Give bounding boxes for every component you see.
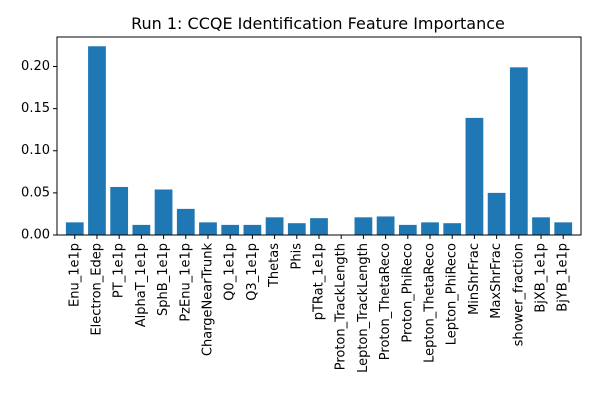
bar-Thetas [265,217,284,235]
x-tick-label: Phis [289,243,304,270]
bar-shower_fraction [509,67,528,235]
x-tick-label: SphB_1e1p [156,243,171,316]
x-tick-label: Proton_ThetaReco [378,243,393,360]
bar-BjXB_1e1p [532,217,550,235]
bar-Q3_1e1p [243,224,262,235]
x-tick-label: MinShrFrac [467,243,482,315]
bar-SphB_1e1p [154,189,173,235]
y-tick-label: 0.05 [21,185,50,200]
y-tick-label: 0.15 [21,101,50,116]
bar-MaxShrFrac [487,192,506,235]
bar-Enu_1e1p [65,222,84,235]
bar-PT_1e1p [110,186,129,235]
bar-Proton_PhiReco [398,224,417,235]
y-axis: 0.00 0.05 0.10 0.15 0.20 [21,59,57,243]
bar-ChargeNearTrunk [199,222,217,235]
bar-Q0_1e1p [221,224,240,235]
x-tick-label: Electron_Edep [89,243,104,336]
x-tick-label: Thetas [267,243,282,288]
bar-AlphaT_1e1p [132,224,151,235]
x-tick-label: pTRat_1e1p [312,243,327,320]
x-tick-label: BjXB_1e1p [534,243,549,313]
bar-MinShrFrac [465,117,484,235]
x-tick-label: MaxShrFrac [489,243,504,319]
y-tick-label: 0.00 [21,228,50,243]
x-tick-label: BjYB_1e1p [556,243,571,312]
bar-Electron_Edep [88,46,106,235]
bar-BjYB_1e1p [554,222,573,235]
x-tick-label: Proton_TrackLength [334,243,349,370]
bar-Proton_ThetaReco [376,216,395,235]
x-tick-label: Lepton_TrackLength [356,243,371,373]
y-tick-label: 0.20 [21,59,50,74]
x-tick-label: shower_fraction [511,243,526,346]
bars-layer [65,46,573,235]
x-tick-label: AlphaT_1e1p [134,243,149,327]
plot-frame [56,36,582,236]
x-tick-label: Lepton_ThetaReco [423,243,438,363]
x-tick-label: PzEnu_1e1p [178,243,193,322]
bar-Lepton_ThetaReco [421,222,439,235]
bar-Lepton_TrackLength [354,217,373,235]
x-tick-label: Q0_1e1p [223,243,238,301]
y-tick-label: 0.10 [21,143,50,158]
chart-title: Run 1: CCQE Identification Feature Impor… [131,14,505,33]
x-tick-label: ChargeNearTrunk [200,243,215,357]
x-tick-label: Proton_PhiReco [400,243,415,343]
bar-Lepton_PhiReco [443,223,462,235]
bar-PzEnu_1e1p [176,208,195,235]
x-tick-label: Q3_1e1p [245,243,260,301]
x-tick-label: Enu_1e1p [67,243,82,307]
bar-Phis [287,223,306,235]
x-tick-label: Lepton_PhiReco [445,243,460,345]
bar-pTRat_1e1p [310,218,328,235]
x-axis: Enu_1e1p Electron_Edep PT_1e1p AlphaT_1e1p S… [67,235,571,373]
x-tick-label: PT_1e1p [112,243,127,298]
